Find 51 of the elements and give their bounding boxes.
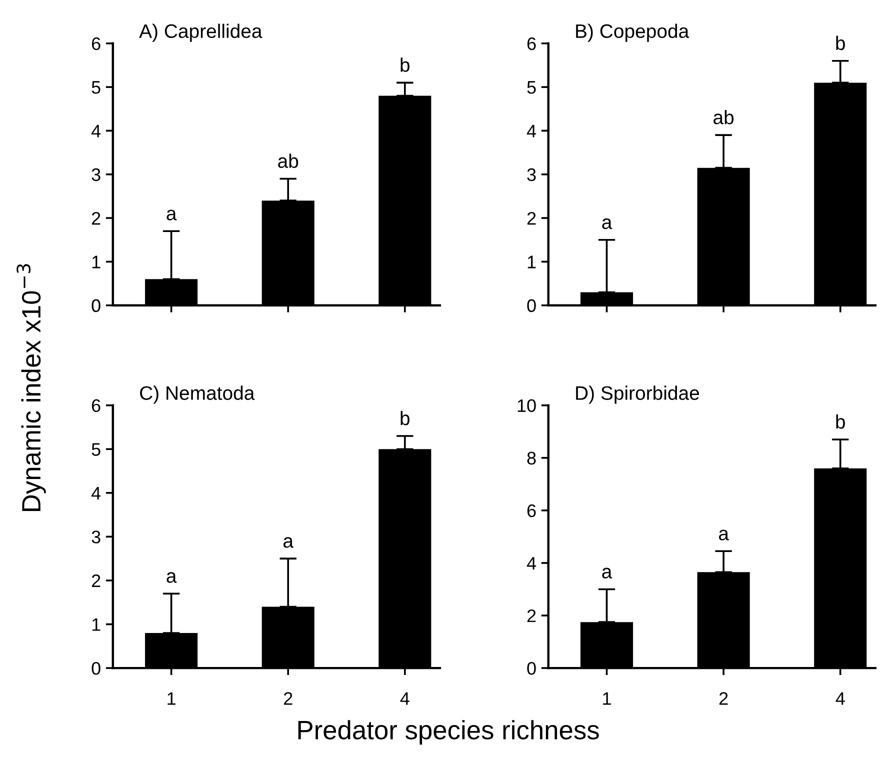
- y-tick-label: 1: [92, 256, 100, 268]
- y-tick-label: 3: [527, 168, 536, 182]
- y-tick-label: 4: [526, 557, 536, 570]
- annotation: a: [166, 572, 177, 583]
- y-tick-label: 2: [92, 212, 100, 225]
- y-tick-label: 3: [92, 168, 100, 182]
- y-tick-label: 0: [92, 662, 100, 675]
- y-tick-label: 6: [92, 37, 100, 50]
- y-tick-label: 2: [92, 574, 100, 588]
- x-tick-label: 1: [603, 692, 611, 705]
- x-tick-label: 1: [168, 692, 176, 705]
- y-tick-label: 0: [527, 299, 536, 312]
- y-tick-label: 2: [527, 212, 536, 225]
- annotation: a: [602, 568, 612, 578]
- y-tick-label: 6: [92, 399, 100, 412]
- annotation: a: [602, 218, 612, 230]
- y-axis-title: Dynamic index x10$^{−3}$: [16, 264, 46, 511]
- y-tick-label: 10: [518, 399, 536, 412]
- annotation: ab: [278, 154, 298, 168]
- x-tick-label: 2: [719, 692, 728, 705]
- y-tick-label: 5: [92, 443, 100, 456]
- x-axis-title: Predator species richness: [298, 720, 599, 745]
- annotation: b: [400, 410, 410, 426]
- y-tick-label: 4: [91, 487, 101, 500]
- y-tick-label: 6: [527, 504, 536, 518]
- y-tick-label: 3: [92, 530, 100, 544]
- y-tick-label: 0: [527, 662, 536, 675]
- chart-title: B) Copepoda: [576, 24, 690, 42]
- chart-title: D) Spirorbidae: [576, 386, 700, 404]
- annotation: ab: [714, 110, 734, 124]
- annotation: a: [284, 537, 294, 548]
- annotation: a: [718, 530, 729, 540]
- x-tick-label: 2: [284, 692, 292, 705]
- chart-title: C) Nematoda: [140, 386, 255, 404]
- y-tick-label: 4: [91, 124, 101, 138]
- annotation: b: [400, 58, 410, 72]
- y-tick-label: 6: [527, 37, 536, 50]
- y-tick-label: 5: [92, 81, 100, 94]
- y-tick-label: 1: [92, 618, 100, 631]
- annotation: b: [836, 414, 845, 429]
- chart-title: A) Caprellidea: [139, 24, 262, 42]
- y-tick-label: 0: [92, 299, 100, 312]
- y-tick-label: 4: [526, 124, 536, 138]
- y-tick-label: 8: [527, 452, 536, 465]
- y-tick-label: 5: [527, 81, 536, 94]
- annotation: a: [166, 210, 177, 220]
- x-tick-label: 4: [400, 692, 410, 705]
- y-tick-label: 2: [527, 609, 536, 622]
- annotation: b: [836, 36, 845, 50]
- x-tick-label: 4: [836, 692, 845, 705]
- y-tick-label: 1: [528, 256, 536, 268]
